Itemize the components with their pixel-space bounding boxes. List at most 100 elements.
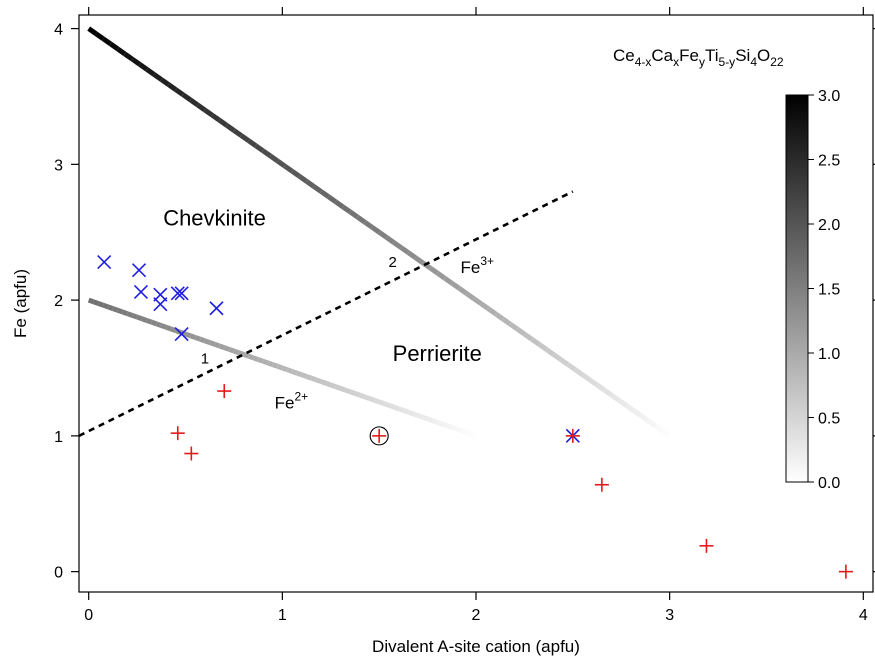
gradient-line-2 [87, 26, 672, 438]
gradient-segment [165, 324, 172, 332]
colorbar-tick-label: 1.5 [818, 282, 840, 299]
x-tick-label: 0 [84, 607, 93, 624]
plus-marker [699, 538, 714, 553]
data-points [97, 255, 853, 579]
gradient-segment [573, 367, 584, 377]
gradient-segment [479, 301, 490, 311]
gradient-segment [130, 57, 141, 67]
marker-stroke [170, 286, 185, 301]
gradient-segment [486, 306, 497, 316]
gradient-segment [228, 346, 235, 354]
circled-point [369, 426, 389, 446]
series-plus-markers [170, 384, 853, 579]
gradient-segment [271, 362, 279, 369]
gradient-segment [341, 204, 352, 214]
gradient-segment [363, 219, 374, 230]
gradient-segment [268, 153, 279, 163]
gradient-segment [559, 357, 570, 367]
region-label: Chevkinite [163, 205, 266, 230]
ion-charge: 3+ [480, 254, 494, 268]
gradient-segment [184, 331, 192, 339]
gradient-segment [334, 199, 345, 209]
gradient-segment [414, 255, 425, 265]
formula-element: Fe [679, 46, 699, 65]
gradient-segment [126, 311, 134, 318]
gradient-segment [116, 46, 127, 57]
colorbar-tick-label: 2.5 [818, 153, 840, 170]
gradient-segment [344, 387, 351, 395]
gradient-segment [428, 265, 439, 276]
gradient-segment [237, 350, 245, 357]
gradient-segment [155, 321, 163, 328]
gradient-segment [123, 51, 134, 62]
formula-element: Ti [705, 46, 719, 65]
y-tick-label: 0 [54, 565, 63, 582]
plus-marker [838, 564, 853, 579]
gradient-segment [653, 423, 664, 433]
gradient-segment [247, 138, 258, 148]
gradient-segment [417, 413, 424, 420]
gradient-segment [320, 379, 327, 386]
y-tick-label: 1 [54, 429, 63, 446]
gradient-segment [472, 296, 483, 306]
gradient-segment [136, 314, 143, 322]
plot-area-border [78, 14, 874, 593]
gradient-segment [296, 370, 303, 378]
gradient-segment [266, 360, 274, 367]
gradient-segment [310, 375, 318, 383]
gradient-segment [639, 413, 650, 423]
gradient-segment [107, 304, 114, 311]
gradient-segment [121, 309, 129, 317]
formula-subscript: x [673, 55, 679, 69]
gradient-segment [363, 394, 371, 401]
gradient-segment [465, 430, 472, 437]
gradient-segment [595, 382, 606, 393]
gradient-segment [660, 428, 672, 438]
gradient-segment [242, 352, 250, 359]
gradient-segment [297, 174, 308, 184]
gradient-segment [315, 377, 322, 384]
colorbar-tick-label: 2.0 [818, 217, 840, 234]
gradient-segment [102, 302, 109, 310]
formula-subscript: y [699, 55, 705, 69]
gradient-segment [138, 62, 149, 72]
plus-marker [170, 426, 185, 441]
gradient-segment [87, 26, 98, 36]
gradient-segment [291, 369, 298, 376]
gradient-segment [160, 323, 167, 330]
gradient-segment [208, 340, 216, 347]
gradient-segment [262, 358, 269, 366]
gradient-segment [581, 372, 592, 382]
x-tick-label: 3 [665, 607, 674, 624]
gradient-segment [325, 380, 332, 388]
gradient-segment [566, 362, 577, 372]
gradient-segment [470, 431, 477, 439]
gradient-segment [441, 421, 448, 429]
formula-subscript: 5-y [719, 55, 736, 69]
gradient-segment [399, 245, 410, 255]
formula-subscript: 4 [750, 55, 757, 69]
gradient-segment [370, 225, 381, 235]
gradient-segment [213, 341, 221, 349]
gradient-segment [355, 214, 367, 225]
x-marker [174, 326, 189, 342]
gradient-segment [610, 393, 621, 403]
gradient-segment [174, 87, 185, 97]
region-label: Perrierite [393, 341, 482, 366]
gradient-segment [261, 148, 272, 158]
gradient-segment [530, 337, 541, 347]
ion-charge: 2+ [294, 390, 308, 404]
gradient-segment [407, 409, 414, 417]
gradient-segment [170, 326, 177, 334]
gradient-segment [204, 338, 211, 345]
gradient-segment [145, 318, 153, 325]
gradient-segment [312, 184, 323, 194]
colorbar-tick-label: 0.5 [818, 411, 840, 428]
gradient-segment [217, 118, 229, 128]
gradient-segment [383, 401, 390, 408]
x-tick-label: 1 [278, 607, 287, 624]
gradient-segment [537, 342, 548, 352]
marker-stroke [174, 326, 189, 342]
